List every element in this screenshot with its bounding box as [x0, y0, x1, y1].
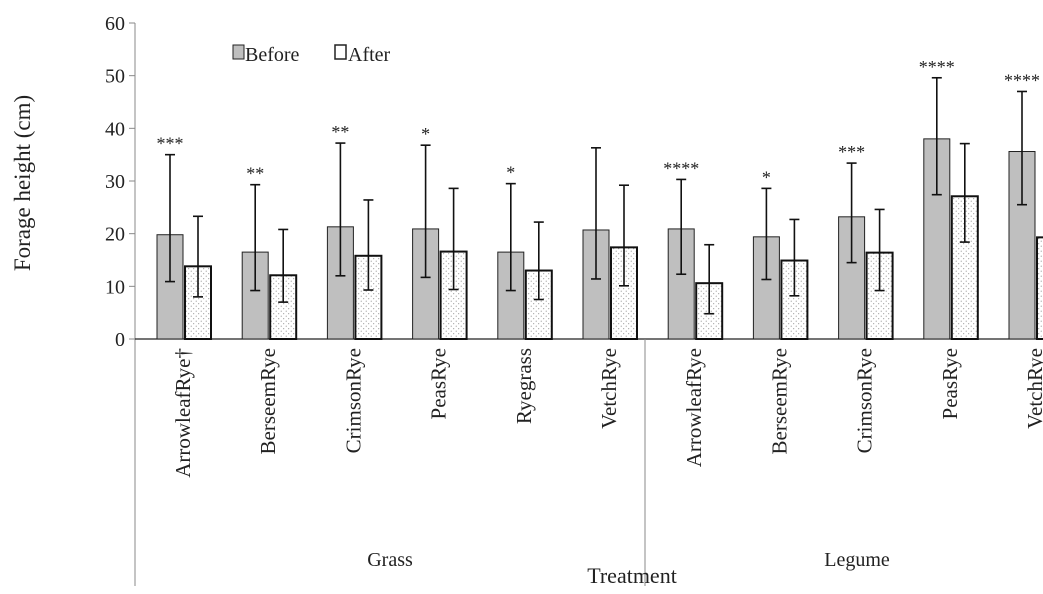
x-tick-label: PeasRye — [427, 348, 451, 419]
legend-label-after: After — [348, 44, 391, 66]
x-axis-title: Treatment — [587, 563, 677, 588]
x-tick-labels: ArrowleafRye† BerseemRye CrimsonRye PeasRye… — [171, 348, 1043, 478]
x-tick-label: PeasRye — [938, 348, 962, 419]
x-tick-label: Ryegrass — [512, 348, 536, 424]
significance-stars: *** — [157, 134, 184, 154]
y-tick-label: 20 — [105, 224, 125, 246]
x-tick-label: BerseemRye — [256, 348, 280, 454]
bar-after — [1036, 236, 1043, 340]
significance-stars: **** — [663, 158, 699, 178]
significance-stars: * — [762, 167, 771, 187]
significance-stars: * — [421, 124, 430, 144]
group-labels: Grass Legume — [367, 549, 890, 571]
y-tick-label: 30 — [105, 171, 125, 193]
x-tick-label: VetchRye — [597, 348, 621, 429]
significance-stars: **** — [1004, 70, 1040, 90]
significance-stars: * — [506, 163, 515, 183]
y-tick-label: 10 — [105, 276, 125, 298]
significance-stars: *** — [838, 142, 865, 162]
bar-after — [439, 250, 468, 340]
y-tick-label: 40 — [105, 118, 125, 140]
x-tick-label: VetchRye — [1023, 348, 1043, 429]
y-axis-title: Forage height (cm) — [10, 95, 35, 271]
x-tick-label: ArrowleafRye† — [171, 348, 195, 478]
significance-annotations: ******* ** **** ************ — [157, 57, 1041, 188]
significance-stars: **** — [919, 57, 955, 77]
y-ticks: 0 10 20 30 40 50 60 — [105, 13, 135, 351]
bar-before — [241, 251, 269, 340]
x-tick-label: ArrowleafRye — [682, 348, 706, 467]
x-tick-label: CrimsonRye — [853, 348, 877, 453]
significance-stars: ** — [331, 122, 349, 142]
x-tick-label: CrimsonRye — [341, 348, 365, 453]
group-label: Grass — [367, 549, 413, 571]
legend: Before After — [232, 44, 391, 66]
bars — [156, 138, 1043, 341]
group-label: Legume — [824, 549, 890, 571]
x-tick-label: BerseemRye — [767, 348, 791, 454]
y-tick-label: 0 — [115, 329, 125, 351]
legend-swatch-after — [334, 44, 347, 60]
y-tick-label: 60 — [105, 13, 125, 35]
significance-stars: ** — [246, 164, 264, 184]
bar-after — [524, 269, 553, 340]
legend-label-before: Before — [245, 44, 300, 66]
error-bars — [165, 76, 1027, 315]
legend-swatch-before — [232, 44, 245, 60]
y-tick-label: 50 — [105, 66, 125, 88]
